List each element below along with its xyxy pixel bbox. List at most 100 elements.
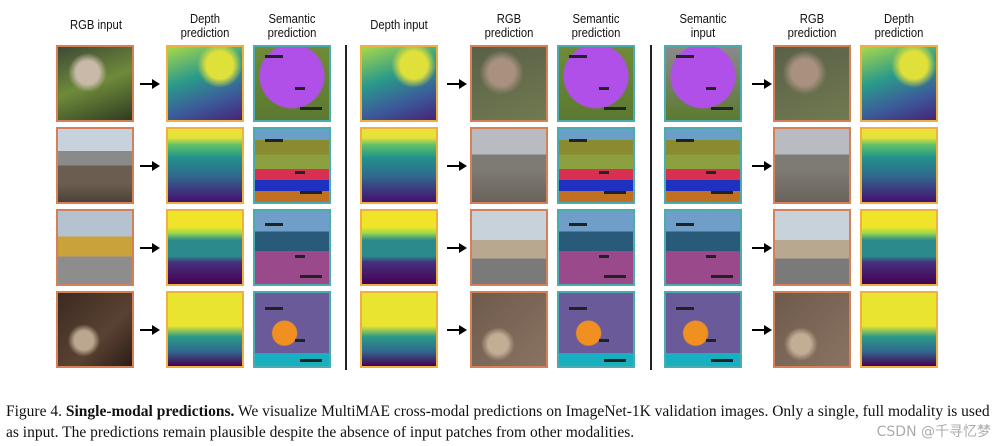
class-label-tag xyxy=(676,307,694,310)
class-label-tag xyxy=(604,191,626,194)
header-depth-prediction: Depth prediction xyxy=(180,12,230,40)
arrow-right-icon xyxy=(752,243,772,253)
class-label-tag xyxy=(676,139,694,142)
header-depth-prediction: Depth prediction xyxy=(874,12,924,40)
arrow-right-icon xyxy=(447,243,467,253)
header-semantic-input: Semantic input xyxy=(679,12,727,40)
semantic-input-image xyxy=(664,209,742,286)
class-label-tag xyxy=(599,171,609,174)
rgb-prediction-image xyxy=(773,209,851,286)
rgb-prediction-image xyxy=(470,45,548,122)
class-label-tag xyxy=(295,171,305,174)
depth-prediction-image xyxy=(860,209,938,286)
depth-prediction-image xyxy=(860,45,938,122)
group-divider xyxy=(345,45,347,370)
rgb-input-image xyxy=(56,127,134,204)
class-label-tag xyxy=(604,107,626,110)
class-label-tag xyxy=(300,359,322,362)
class-label-tag xyxy=(265,139,283,142)
semantic-prediction-image xyxy=(253,45,331,122)
semantic-prediction-image xyxy=(557,45,635,122)
class-label-tag xyxy=(599,339,609,342)
class-label-tag xyxy=(300,275,322,278)
semantic-prediction-image xyxy=(557,127,635,204)
class-label-tag xyxy=(295,339,305,342)
class-label-tag xyxy=(604,359,626,362)
semantic-input-image xyxy=(664,291,742,368)
class-label-tag xyxy=(569,139,587,142)
class-label-tag xyxy=(706,255,716,258)
class-label-tag xyxy=(604,275,626,278)
header-depth-input: Depth input xyxy=(370,18,428,32)
depth-prediction-image xyxy=(860,291,938,368)
semantic-prediction-image xyxy=(253,291,331,368)
caption-text: We visualize MultiMAE cross-modal predic… xyxy=(6,403,990,441)
class-label-tag xyxy=(711,107,733,110)
semantic-prediction-image xyxy=(557,291,635,368)
figure-caption: Figure 4. Single-modal predictions. We v… xyxy=(6,401,996,443)
arrow-right-icon xyxy=(140,161,160,171)
arrow-right-icon xyxy=(752,79,772,89)
caption-title: Single-modal predictions. xyxy=(65,403,235,420)
group-divider xyxy=(650,45,652,370)
arrow-right-icon xyxy=(447,161,467,171)
arrow-right-icon xyxy=(140,325,160,335)
header-rgb-prediction: RGB prediction xyxy=(787,12,837,40)
class-label-tag xyxy=(599,87,609,90)
class-label-tag xyxy=(569,307,587,310)
depth-prediction-image xyxy=(166,45,244,122)
rgb-input-image xyxy=(56,45,134,122)
depth-input-image xyxy=(360,127,438,204)
class-label-tag xyxy=(295,255,305,258)
arrow-right-icon xyxy=(752,325,772,335)
class-label-tag xyxy=(265,223,283,226)
class-label-tag xyxy=(711,191,733,194)
class-label-tag xyxy=(711,359,733,362)
semantic-prediction-image xyxy=(557,209,635,286)
arrow-right-icon xyxy=(140,79,160,89)
semantic-input-image xyxy=(664,127,742,204)
rgb-input-image xyxy=(56,209,134,286)
class-label-tag xyxy=(676,55,694,58)
class-label-tag xyxy=(265,55,283,58)
depth-input-image xyxy=(360,45,438,122)
arrow-right-icon xyxy=(140,243,160,253)
header-semantic-prediction: Semantic prediction xyxy=(571,12,621,40)
rgb-prediction-image xyxy=(773,45,851,122)
class-label-tag xyxy=(300,191,322,194)
depth-input-image xyxy=(360,291,438,368)
rgb-prediction-image xyxy=(773,127,851,204)
rgb-prediction-image xyxy=(470,291,548,368)
arrow-right-icon xyxy=(752,161,772,171)
class-label-tag xyxy=(599,255,609,258)
depth-prediction-image xyxy=(166,291,244,368)
rgb-input-image xyxy=(56,291,134,368)
class-label-tag xyxy=(706,171,716,174)
rgb-prediction-image xyxy=(773,291,851,368)
arrow-right-icon xyxy=(447,325,467,335)
class-label-tag xyxy=(711,275,733,278)
semantic-prediction-image xyxy=(253,209,331,286)
header-rgb-prediction: RGB prediction xyxy=(484,12,534,40)
class-label-tag xyxy=(706,87,716,90)
class-label-tag xyxy=(706,339,716,342)
depth-input-image xyxy=(360,209,438,286)
arrow-right-icon xyxy=(447,79,467,89)
class-label-tag xyxy=(300,107,322,110)
class-label-tag xyxy=(676,223,694,226)
header-rgb-input: RGB input xyxy=(70,18,122,32)
header-semantic-prediction: Semantic prediction xyxy=(267,12,317,40)
class-label-tag xyxy=(265,307,283,310)
semantic-prediction-image xyxy=(253,127,331,204)
class-label-tag xyxy=(295,87,305,90)
depth-prediction-image xyxy=(860,127,938,204)
watermark: CSDN @千寻忆梦 xyxy=(876,424,991,440)
figure-label: Figure 4. xyxy=(6,403,62,420)
depth-prediction-image xyxy=(166,127,244,204)
class-label-tag xyxy=(569,55,587,58)
depth-prediction-image xyxy=(166,209,244,286)
semantic-input-image xyxy=(664,45,742,122)
rgb-prediction-image xyxy=(470,209,548,286)
rgb-prediction-image xyxy=(470,127,548,204)
